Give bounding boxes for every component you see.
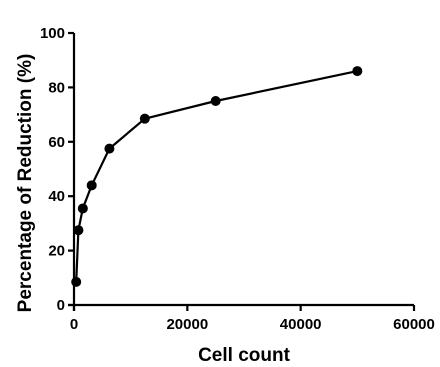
x-tick-label: 60000 [393,316,435,333]
y-tick-label: 0 [57,297,65,314]
data-point [73,225,84,236]
x-tick-label: 40000 [280,316,322,333]
x-tick-label: 0 [70,316,78,333]
x-axis-title: Cell count [198,345,291,366]
data-point [86,180,97,191]
plot-area [71,66,363,287]
data-point [352,66,363,77]
y-tick-label: 40 [48,188,65,205]
x-axis: 0 20000 40000 60000 [68,303,435,333]
data-point [71,276,82,287]
y-tick-label: 80 [48,79,65,96]
y-axis: 0 20 40 60 80 100 [40,25,76,314]
data-point [77,203,88,214]
data-point [104,143,115,154]
y-tick-label: 60 [48,134,65,151]
y-tick-label: 20 [48,243,65,260]
data-point [139,113,150,124]
y-tick-label: 100 [40,25,65,42]
data-point [210,96,221,106]
x-tick-label: 20000 [166,316,208,333]
y-axis-title: Percentage of Reduction (%) [15,54,36,313]
